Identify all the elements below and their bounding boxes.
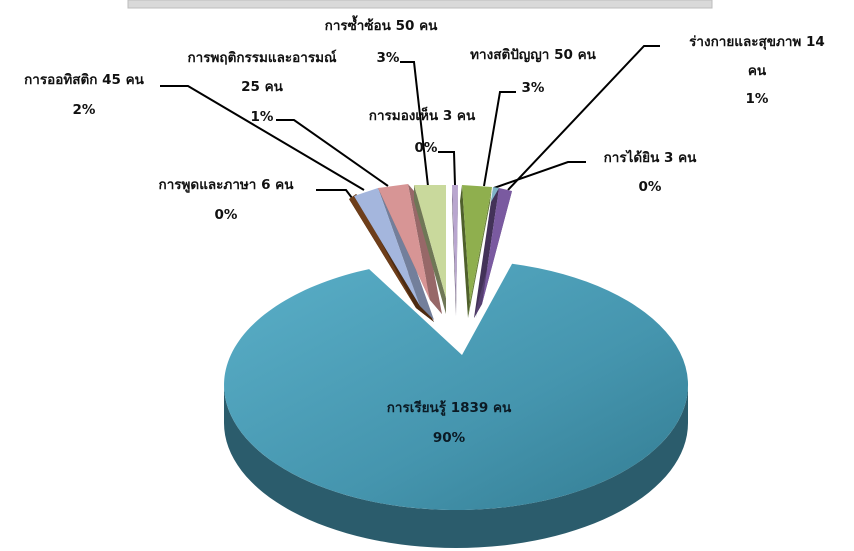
slice-label-hearing: การได้ยิน 3 คน: [604, 149, 698, 166]
slice-learning: [224, 263, 689, 510]
slice-percent-hearing: 0%: [639, 179, 662, 195]
slice-percent-speech: 0%: [215, 207, 238, 223]
slice-vision: [452, 185, 458, 300]
slice-physical-side: [474, 188, 499, 318]
slice-label-intel: ทางสติปัญญา 50 คน: [470, 47, 596, 63]
slice-intel-side: [460, 185, 470, 318]
leader-line: [160, 85, 365, 191]
slice-behavior: [378, 184, 430, 300]
leader-line: [493, 161, 586, 189]
slice-label-behavior: การพฤติกรรมและอารมณ์: [187, 49, 336, 66]
leader-line: [400, 61, 429, 187]
slice-label-physical-count: คน: [748, 63, 767, 79]
slice-percent-vision: 0%: [415, 140, 438, 156]
slice-label-vision: การมองเห็น 3 คน: [369, 106, 476, 124]
leader-line: [483, 91, 516, 187]
slice-labels: การเรียนรู้ 1839 คน 90% การพูดและภาษา 6 คน…: [24, 15, 825, 446]
slice-vision-side: [452, 185, 456, 316]
small-slices: [349, 184, 512, 322]
slice-speech: [349, 194, 416, 308]
leader-line: [438, 151, 456, 186]
slice-intel-side2: [468, 187, 492, 318]
leader-line: [316, 189, 353, 199]
slice-autism: [354, 188, 420, 306]
main-slice: [224, 263, 689, 548]
leader-lines: [160, 45, 660, 199]
slice-vision-side2: [456, 185, 458, 316]
leader-line: [507, 45, 660, 191]
slice-percent-autism: 2%: [73, 102, 96, 118]
slice-intel: [462, 185, 492, 302]
slice-physical: [482, 188, 512, 304]
slice-percent-multiple: 3%: [377, 50, 400, 66]
slice-label-learning: การเรียนรู้ 1839 คน: [387, 400, 512, 416]
slice-percent-intel: 3%: [522, 80, 545, 96]
slice-behavior-side2: [408, 184, 442, 314]
slice-percent-learning: 90%: [433, 430, 466, 446]
leader-line: [276, 119, 389, 187]
slice-label-autism: การออทิสติก 45 คน: [24, 72, 145, 88]
slice-multiple: [414, 185, 446, 298]
slice-label-multiple: การซ้ำซ้อน 50 คน: [325, 15, 438, 34]
slice-autism-side2: [378, 188, 434, 320]
slice-percent-behavior: 1%: [251, 109, 274, 125]
frame-strip: [127, 0, 713, 9]
slice-multiple-side: [414, 185, 446, 314]
slice-learning-side: [224, 385, 688, 548]
slice-label-physical: ร่างกายและสุขภาพ 14: [689, 34, 825, 50]
slice-percent-physical: 1%: [746, 91, 769, 107]
slice-label-speech: การพูดและภาษา 6 คน: [159, 177, 295, 193]
slice-label-behavior-count: 25 คน: [241, 79, 284, 95]
